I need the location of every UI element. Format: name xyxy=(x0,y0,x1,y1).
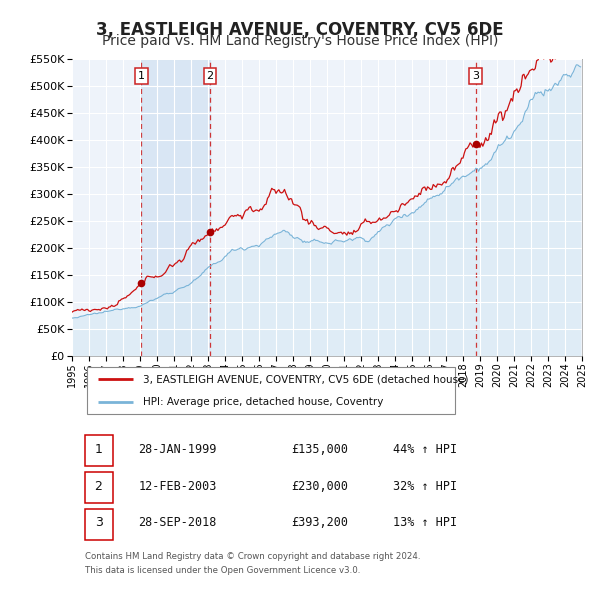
Text: 12-FEB-2003: 12-FEB-2003 xyxy=(139,480,217,493)
Text: 32% ↑ HPI: 32% ↑ HPI xyxy=(394,480,457,493)
Text: £230,000: £230,000 xyxy=(291,480,348,493)
Text: 44% ↑ HPI: 44% ↑ HPI xyxy=(394,442,457,455)
Text: 2: 2 xyxy=(206,71,214,81)
Text: 3: 3 xyxy=(95,516,103,529)
Text: 2: 2 xyxy=(95,480,103,493)
Text: £135,000: £135,000 xyxy=(291,442,348,455)
Text: Price paid vs. HM Land Registry's House Price Index (HPI): Price paid vs. HM Land Registry's House … xyxy=(102,34,498,48)
Text: 1: 1 xyxy=(138,71,145,81)
Text: 28-JAN-1999: 28-JAN-1999 xyxy=(139,442,217,455)
Bar xyxy=(85,472,113,503)
Text: 3, EASTLEIGH AVENUE, COVENTRY, CV5 6DE (detached house): 3, EASTLEIGH AVENUE, COVENTRY, CV5 6DE (… xyxy=(143,374,469,384)
Text: £393,200: £393,200 xyxy=(291,516,348,529)
Text: 3, EASTLEIGH AVENUE, COVENTRY, CV5 6DE: 3, EASTLEIGH AVENUE, COVENTRY, CV5 6DE xyxy=(96,21,504,39)
Bar xyxy=(142,59,210,356)
Bar xyxy=(88,367,455,414)
Text: 3: 3 xyxy=(472,71,479,81)
Text: Contains HM Land Registry data © Crown copyright and database right 2024.: Contains HM Land Registry data © Crown c… xyxy=(85,552,420,561)
Text: HPI: Average price, detached house, Coventry: HPI: Average price, detached house, Cove… xyxy=(143,397,384,407)
Text: 28-SEP-2018: 28-SEP-2018 xyxy=(139,516,217,529)
Bar xyxy=(85,435,113,466)
Text: 13% ↑ HPI: 13% ↑ HPI xyxy=(394,516,457,529)
Text: 1: 1 xyxy=(95,442,103,455)
Bar xyxy=(85,509,113,540)
Text: This data is licensed under the Open Government Licence v3.0.: This data is licensed under the Open Gov… xyxy=(85,566,360,575)
